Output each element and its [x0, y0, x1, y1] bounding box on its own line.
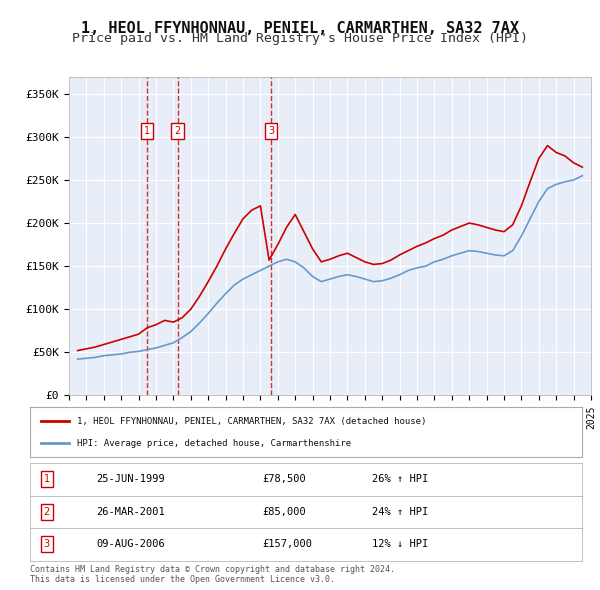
Text: 1, HEOL FFYNHONNAU, PENIEL, CARMARTHEN, SA32 7AX (detached house): 1, HEOL FFYNHONNAU, PENIEL, CARMARTHEN, … [77, 417, 426, 425]
Text: 1: 1 [43, 474, 50, 484]
Text: 3: 3 [268, 126, 274, 136]
Text: 1: 1 [144, 126, 150, 136]
Text: 24% ↑ HPI: 24% ↑ HPI [372, 507, 428, 517]
Text: 09-AUG-2006: 09-AUG-2006 [96, 539, 165, 549]
Text: 26% ↑ HPI: 26% ↑ HPI [372, 474, 428, 484]
Text: Price paid vs. HM Land Registry's House Price Index (HPI): Price paid vs. HM Land Registry's House … [72, 32, 528, 45]
Text: 2: 2 [175, 126, 181, 136]
Text: £78,500: £78,500 [262, 474, 305, 484]
Text: £157,000: £157,000 [262, 539, 312, 549]
Text: Contains HM Land Registry data © Crown copyright and database right 2024.
This d: Contains HM Land Registry data © Crown c… [30, 565, 395, 584]
Text: 12% ↓ HPI: 12% ↓ HPI [372, 539, 428, 549]
Text: £85,000: £85,000 [262, 507, 305, 517]
Text: 2: 2 [43, 507, 50, 517]
Text: HPI: Average price, detached house, Carmarthenshire: HPI: Average price, detached house, Carm… [77, 439, 351, 448]
Text: 25-JUN-1999: 25-JUN-1999 [96, 474, 165, 484]
Text: 26-MAR-2001: 26-MAR-2001 [96, 507, 165, 517]
Text: 1, HEOL FFYNHONNAU, PENIEL, CARMARTHEN, SA32 7AX: 1, HEOL FFYNHONNAU, PENIEL, CARMARTHEN, … [81, 21, 519, 35]
Text: 3: 3 [43, 539, 50, 549]
